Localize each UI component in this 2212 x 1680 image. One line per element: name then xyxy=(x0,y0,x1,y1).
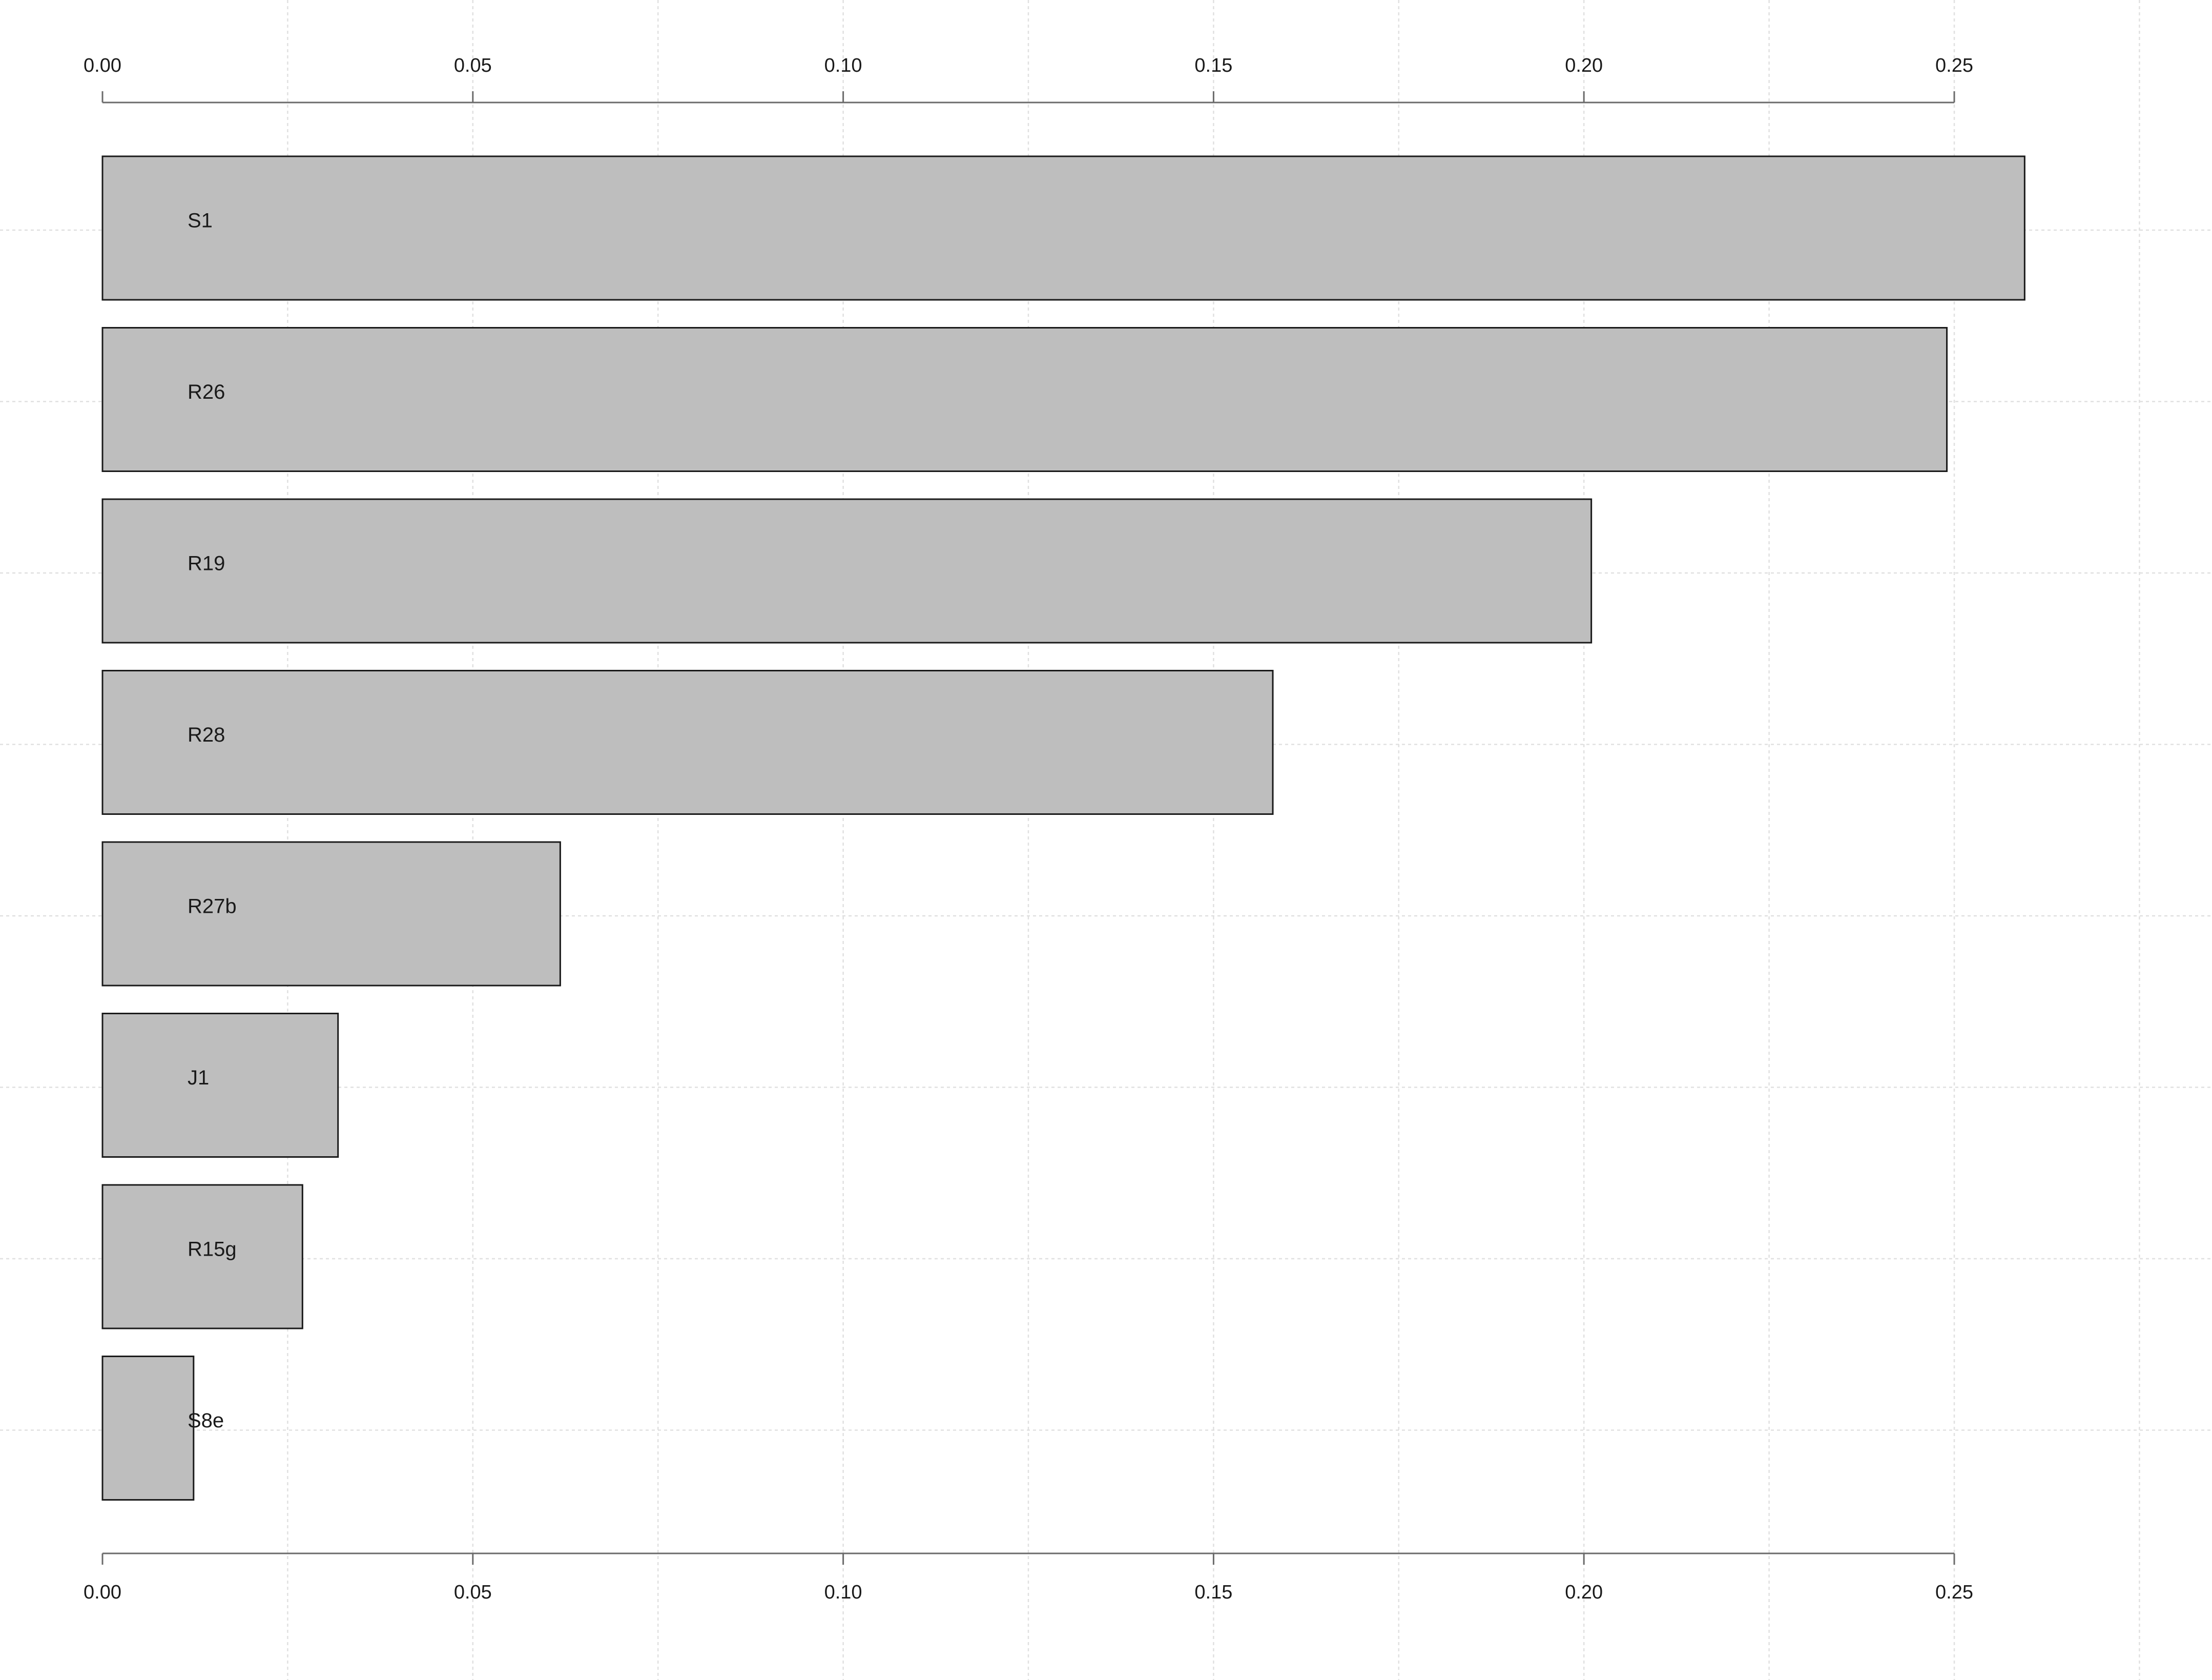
bar-label-r28: R28 xyxy=(188,724,225,746)
tick-label: 0.20 xyxy=(1565,55,1603,76)
bar-r28 xyxy=(101,670,1274,815)
tick-label: 0.15 xyxy=(1194,1582,1232,1603)
tick-label: 0.25 xyxy=(1935,55,1973,76)
bar-r19 xyxy=(101,498,1593,644)
bar-label-r26: R26 xyxy=(188,381,225,403)
bar-label-r15g: R15g xyxy=(188,1238,237,1261)
tick-label: 0.00 xyxy=(84,1582,121,1603)
bar-s8e xyxy=(101,1356,195,1501)
tick-label: 0.10 xyxy=(824,55,862,76)
bar-label-s8e: S8e xyxy=(188,1409,224,1432)
bar-r27b xyxy=(101,841,561,987)
bar-label-r19: R19 xyxy=(188,552,225,575)
bar-label-r27b: R27b xyxy=(188,895,237,918)
bar-label-s1: S1 xyxy=(188,210,213,232)
bar-s1 xyxy=(101,155,2025,301)
x-axis-top: 0.00 0.05 0.10 0.15 0.20 0.25 xyxy=(84,55,1973,104)
tick-label: 0.25 xyxy=(1935,1582,1973,1603)
tick-label: 0.05 xyxy=(454,55,492,76)
tick-label: 0.15 xyxy=(1194,55,1232,76)
tick-label: 0.20 xyxy=(1565,1582,1603,1603)
bar-r15g xyxy=(101,1184,303,1329)
tick-label: 0.00 xyxy=(84,55,121,76)
tick-label: 0.10 xyxy=(824,1582,862,1603)
bar-r26 xyxy=(101,327,1948,472)
x-axis-bottom: 0.00 0.05 0.10 0.15 0.20 0.25 xyxy=(84,1552,1973,1603)
bar-label-j1: J1 xyxy=(188,1067,209,1089)
bar-j1 xyxy=(101,1013,339,1158)
bars: S1 R26 R19 R28 R27b J1 R15g S8e xyxy=(101,155,2025,1501)
tick-label: 0.05 xyxy=(454,1582,492,1603)
